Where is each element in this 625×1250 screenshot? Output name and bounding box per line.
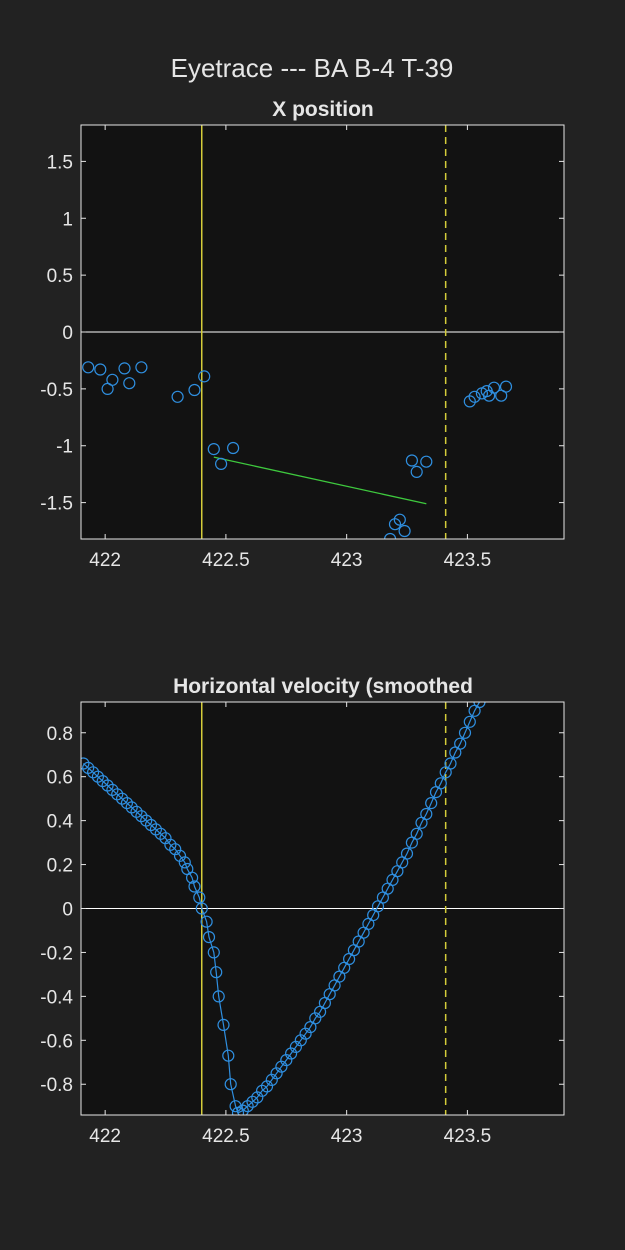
xpos-data-point (227, 441, 240, 455)
xpos-data-point (499, 380, 513, 393)
hvel-data-point (217, 1018, 230, 1032)
hvel-data-point (260, 1080, 274, 1093)
xpos-ytick-label: -0.5 (40, 380, 73, 401)
hvel-data-point (195, 902, 208, 915)
hvel-data-point (463, 715, 476, 728)
hvel-data-point (473, 702, 486, 709)
hvel-ytick-label: -0.4 (40, 987, 73, 1008)
hvel-data-point (434, 777, 447, 790)
x-position-chart: X position 422 422.5 423 423.5 -1.5 -1 -0.5 0 0.… (40, 98, 565, 571)
hvel-ytick-label: 0 (62, 900, 73, 921)
hvel-ytick-label: 0.4 (47, 812, 74, 833)
xpos-data-point (405, 454, 418, 467)
hvel-data-point (210, 966, 223, 979)
xpos-data-point (487, 381, 501, 394)
hvel-data-point (222, 1049, 235, 1062)
xpos-data-point (384, 532, 397, 539)
xpos-xtick-label: 422 (89, 550, 121, 571)
hvel-data-point (420, 807, 433, 821)
hvel-data-point (229, 1100, 242, 1113)
xpos-ytick-label: 0 (62, 323, 73, 344)
hvel-xtick-label: 422.5 (202, 1126, 250, 1147)
hvel-data-point (207, 946, 220, 959)
xpos-data-point (388, 518, 402, 531)
hvel-data-point (400, 847, 414, 860)
hvel-data-point (444, 757, 457, 770)
xpos-data-point (106, 373, 119, 386)
hvel-data-point (309, 1012, 322, 1025)
hvel-xtick-label: 423 (331, 1126, 363, 1147)
xpos-ytick-label: 1 (62, 209, 73, 230)
xpos-data-point (198, 370, 211, 383)
xpos-xtick-label: 422.5 (202, 550, 250, 571)
xpos-ytick-label: -1.5 (40, 494, 73, 515)
xpos-data-point (420, 455, 433, 468)
xpos-data-point (188, 383, 201, 397)
hvel-ytick-label: -0.8 (40, 1075, 73, 1096)
xpos-data-point (398, 524, 411, 538)
xpos-data-point (94, 363, 107, 376)
xpos-data-point (123, 377, 136, 390)
hvel-ytick-label: 0.6 (47, 768, 73, 789)
xpos-data-point (171, 390, 184, 403)
hvel-data-point (425, 796, 438, 810)
hvel-plot-layer (81, 702, 564, 1115)
hvel-ytick-label: -0.2 (40, 943, 73, 964)
hvel-data-point (454, 737, 467, 750)
hvel-data-point (186, 871, 199, 884)
hvel-ytick-label: 0.8 (47, 724, 73, 745)
hvel-xtick-label: 423.5 (444, 1126, 492, 1147)
xpos-data-point (135, 361, 148, 374)
hvel-data-point (188, 880, 201, 893)
hvel-ytick-label: -0.6 (40, 1031, 73, 1052)
horizontal-velocity-chart: Horizontal velocity (smoothed 422 422.5 42… (40, 675, 565, 1147)
hvel-data-point (458, 726, 472, 739)
hvel-data-point (200, 915, 213, 928)
xpos-data-point (207, 443, 220, 456)
hvel-data-point (224, 1078, 237, 1091)
horizontal-velocity-chart-title: Horizontal velocity (smoothed (173, 675, 473, 698)
hvel-data-point (410, 827, 423, 840)
xpos-fit-line (213, 456, 427, 505)
hvel-data-point (178, 856, 191, 869)
hvel-ytick-label: 0.2 (47, 856, 73, 877)
hvel-data-point (212, 990, 225, 1003)
xpos-data-point (463, 395, 476, 408)
xpos-xtick-label: 423.5 (444, 550, 492, 571)
x-position-chart-title: X position (272, 98, 374, 121)
xpos-xtick-label: 423 (331, 550, 363, 571)
xpos-ytick-label: -1 (56, 437, 73, 458)
xpos-data-point (118, 362, 131, 375)
xpos-data-point (410, 465, 423, 478)
xpos-data-point (393, 513, 406, 526)
xpos-data-point (82, 361, 95, 374)
hvel-series-line (82, 702, 481, 1114)
figure-title: Eyetrace --- BA B-4 T-39 (171, 53, 454, 83)
xpos-ytick-label: 0.5 (47, 266, 73, 287)
hvel-data-point (202, 930, 216, 944)
xpos-data-point (468, 390, 481, 403)
xpos-plot-layer (81, 125, 564, 539)
xpos-ytick-label: 1.5 (47, 152, 73, 173)
hvel-xtick-label: 422 (89, 1126, 121, 1147)
xpos-data-point (215, 457, 228, 470)
